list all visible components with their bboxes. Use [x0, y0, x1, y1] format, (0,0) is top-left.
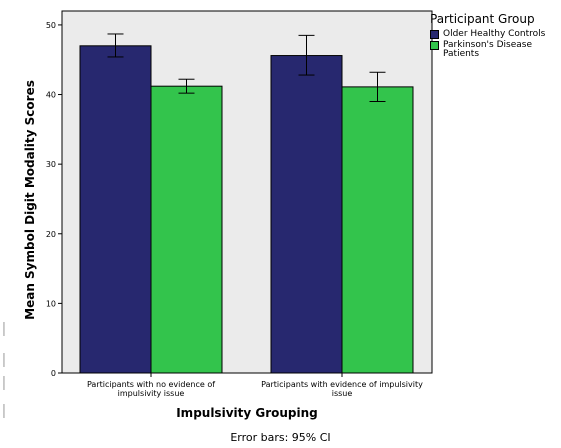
left-edge-fragment: │ — [0, 353, 8, 367]
bar — [341, 86, 414, 374]
error-bar-note: Error bars: 95% CI — [230, 431, 331, 444]
bar — [79, 45, 152, 374]
legend-swatch-parkinsons-patients — [430, 41, 439, 50]
y-tick-label: 10 — [46, 299, 56, 308]
y-axis-title: Mean Symbol Digit Modality Scores — [23, 80, 37, 320]
legend-title: Participant Group — [430, 12, 535, 26]
y-tick-label: 50 — [46, 21, 56, 30]
left-edge-fragment: │ — [0, 322, 8, 336]
bar — [270, 55, 343, 374]
legend-item-parkinsons-patients: Parkinson's Disease Patients — [430, 41, 558, 59]
y-tick-label: 40 — [46, 91, 56, 100]
x-tick-label: issue — [332, 389, 353, 398]
legend-label-older-healthy-controls: Older Healthy Controls — [443, 29, 546, 39]
x-tick-label: impulsivity issue — [118, 389, 185, 398]
y-tick-label: 30 — [46, 160, 56, 169]
x-tick-label: Participants with evidence of impulsivit… — [261, 380, 423, 389]
left-edge-fragment: │ — [0, 404, 8, 418]
bar — [150, 85, 223, 374]
y-tick-label: 20 — [46, 230, 56, 239]
left-edge-fragment: │ — [0, 376, 8, 390]
x-tick-label: Participants with no evidence of — [87, 380, 215, 389]
y-tick-label: 0 — [51, 369, 56, 378]
x-axis-title: Impulsivity Grouping — [176, 406, 318, 420]
legend-swatch-older-healthy-controls — [430, 30, 439, 39]
legend-label-parkinsons-patients: Parkinson's Disease Patients — [443, 40, 532, 59]
legend-item-older-healthy-controls: Older Healthy Controls — [430, 30, 558, 39]
legend: Participant Group Older Healthy Controls… — [430, 12, 558, 61]
